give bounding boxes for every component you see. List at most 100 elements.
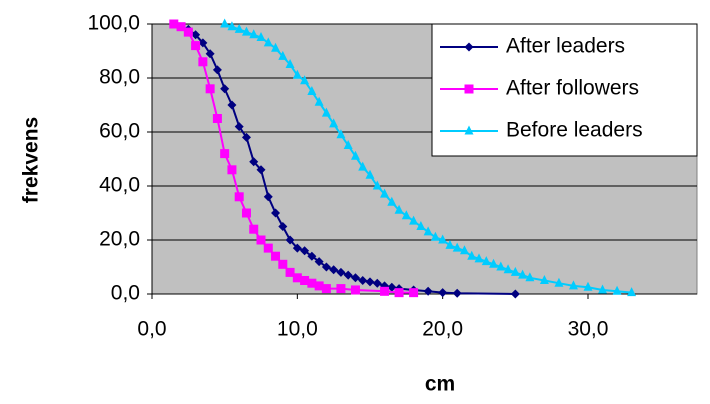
data-point xyxy=(518,269,528,279)
data-point xyxy=(452,242,462,252)
data-point xyxy=(336,284,346,294)
data-point xyxy=(198,38,208,48)
data-point xyxy=(234,122,244,132)
data-point xyxy=(198,57,208,67)
data-point xyxy=(343,140,353,149)
data-point xyxy=(336,267,346,277)
x-tick-label: 0,0 xyxy=(137,318,166,341)
legend-label: After leaders xyxy=(506,35,625,58)
data-point xyxy=(510,266,520,276)
x-tick-label: 10,0 xyxy=(277,318,318,341)
data-point xyxy=(234,192,244,202)
data-point xyxy=(380,188,390,198)
data-point xyxy=(489,258,499,268)
data-point xyxy=(300,246,310,256)
data-point xyxy=(372,278,382,288)
data-point xyxy=(365,169,375,179)
data-point xyxy=(394,204,404,214)
data-point xyxy=(365,277,375,287)
data-point xyxy=(321,262,331,272)
y-tick-label: 60,0 xyxy=(99,120,140,143)
data-point xyxy=(249,224,259,234)
data-point xyxy=(227,165,237,175)
data-point xyxy=(256,32,266,41)
data-point xyxy=(627,287,637,297)
data-point xyxy=(583,281,593,291)
data-point xyxy=(445,239,455,249)
x-axis-title: cm xyxy=(425,373,455,396)
data-point xyxy=(256,165,266,175)
data-point xyxy=(496,261,506,271)
legend-marker xyxy=(464,42,474,52)
data-point xyxy=(314,281,324,291)
data-point xyxy=(183,27,193,37)
data-point xyxy=(612,285,622,295)
legend-marker xyxy=(464,84,474,94)
data-point xyxy=(329,118,339,128)
data-point xyxy=(234,23,244,33)
data-point xyxy=(205,84,215,94)
data-point xyxy=(176,22,186,32)
y-tick-label: 20,0 xyxy=(99,228,140,251)
data-point xyxy=(263,37,273,47)
data-point xyxy=(292,69,302,79)
data-point xyxy=(271,208,281,218)
data-point xyxy=(329,265,339,275)
data-point xyxy=(474,253,484,263)
data-point xyxy=(481,256,491,266)
data-point xyxy=(220,149,230,159)
data-point xyxy=(241,26,251,36)
data-point xyxy=(292,243,302,253)
data-point xyxy=(438,288,448,298)
data-point xyxy=(423,226,433,236)
data-point xyxy=(263,243,273,253)
data-point xyxy=(409,215,419,225)
data-point xyxy=(358,161,368,171)
data-point xyxy=(212,65,222,75)
data-point xyxy=(307,251,317,261)
data-point xyxy=(321,107,331,117)
y-tick-label: 80,0 xyxy=(99,66,140,89)
data-point xyxy=(525,272,535,282)
y-tick-label: 40,0 xyxy=(99,174,140,197)
data-point xyxy=(343,270,353,280)
data-point xyxy=(350,150,360,160)
data-point xyxy=(416,221,426,230)
legend-label: Before leaders xyxy=(506,119,643,142)
data-point xyxy=(227,100,237,110)
data-point xyxy=(278,50,288,60)
data-point xyxy=(249,29,259,39)
data-point xyxy=(241,208,251,218)
data-point xyxy=(212,114,222,123)
data-point xyxy=(503,264,513,274)
data-point xyxy=(409,288,419,298)
data-point xyxy=(350,285,360,295)
data-point xyxy=(220,18,230,28)
data-point xyxy=(227,21,237,31)
data-point xyxy=(278,222,288,231)
data-point xyxy=(401,210,411,220)
legend-marker xyxy=(464,125,474,135)
data-point xyxy=(598,284,608,294)
data-point xyxy=(372,180,382,190)
data-point xyxy=(271,42,281,52)
data-point xyxy=(285,235,295,245)
data-point xyxy=(285,267,295,277)
data-point xyxy=(300,75,310,85)
data-point xyxy=(263,192,273,202)
data-point xyxy=(452,288,462,298)
x-tick-label: 20,0 xyxy=(422,318,463,341)
data-point xyxy=(438,234,448,244)
data-point xyxy=(554,277,564,287)
data-point xyxy=(430,231,440,241)
data-point xyxy=(278,259,288,269)
x-tick-label: 30,0 xyxy=(568,318,609,341)
y-axis-title: frekvens xyxy=(20,117,43,203)
data-point xyxy=(358,276,368,285)
data-point xyxy=(249,157,259,167)
data-point xyxy=(568,280,578,290)
data-point xyxy=(380,286,390,296)
data-point xyxy=(387,282,397,292)
data-point xyxy=(220,84,230,94)
